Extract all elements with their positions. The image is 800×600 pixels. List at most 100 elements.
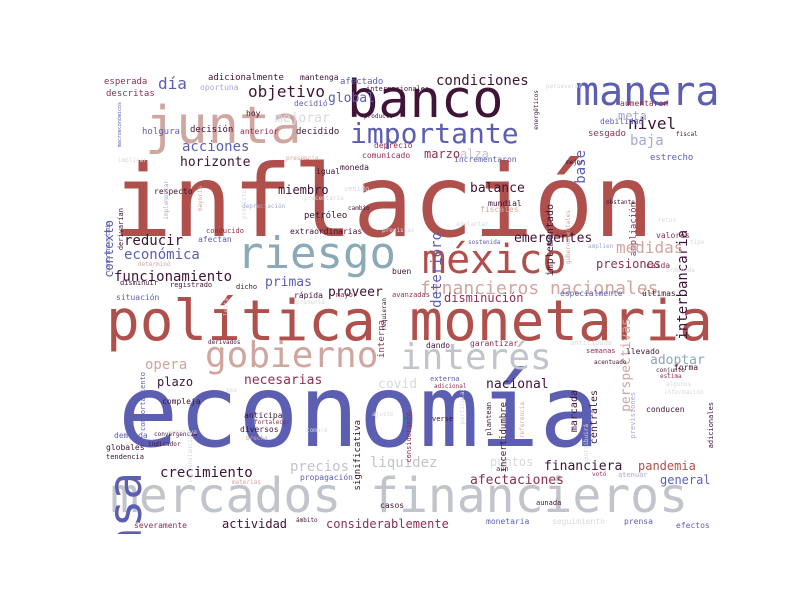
word-81: aumentaron: [620, 99, 669, 108]
word-94: especialmente: [560, 289, 623, 298]
word-144: plantean: [485, 402, 493, 436]
word-72: decidió: [294, 99, 328, 108]
word-77: comunicado: [362, 151, 411, 160]
word-118: demanda: [114, 431, 148, 440]
word-74: decisión: [190, 125, 234, 135]
word-159: depreciación: [242, 203, 286, 210]
word-115: externa: [430, 375, 460, 383]
word-83: estrecho: [650, 153, 694, 163]
word-136: derivarían: [117, 208, 125, 251]
word-131: votó: [592, 471, 607, 478]
word-7: riesgo: [237, 228, 396, 279]
word-141: determinó: [138, 261, 171, 268]
word-43: miembro: [278, 183, 329, 197]
word-76: decidido: [296, 127, 340, 137]
word-70: descritas: [106, 89, 155, 99]
word-0: inflación: [112, 143, 654, 260]
word-75: anterior: [240, 127, 279, 136]
word-134: comportamiento: [139, 372, 147, 432]
word-175: ajuste: [372, 411, 394, 418]
word-34: medidas: [616, 238, 684, 257]
word-cloud: inflación economía política monetaria merca…: [100, 72, 720, 534]
word-162: implementar: [163, 180, 170, 220]
word-143: referencia: [519, 402, 526, 439]
word-8: méxico: [422, 237, 567, 283]
word-126: monetaria: [486, 517, 530, 526]
word-120: globales: [106, 443, 145, 452]
word-135: contrarrestado: [105, 222, 112, 273]
word-31: deterioro: [429, 232, 445, 308]
word-11: interés: [400, 337, 552, 378]
word-54: puntos: [490, 455, 534, 469]
word-14: financieros nacionales: [420, 278, 659, 299]
word-16: global: [328, 91, 375, 106]
word-53: liquidez: [370, 455, 438, 471]
word-4: banco: [347, 72, 504, 130]
word-39: funcionamiento: [114, 269, 233, 285]
word-121: tendencia: [106, 453, 144, 461]
word-18: mejorar: [275, 111, 330, 126]
word-25: base: [573, 150, 589, 184]
word-42: disminución: [444, 291, 524, 305]
word-123: casos: [380, 501, 405, 510]
word-97: disminuir: [120, 279, 158, 287]
word-146: tomará: [306, 427, 328, 434]
word-119: convergencia: [154, 431, 198, 438]
word-155: sostenida: [468, 239, 501, 246]
word-110: forma: [674, 363, 699, 372]
word-100: situación: [116, 293, 160, 302]
word-142: previsiones: [629, 392, 637, 439]
word-2: política monetaria: [106, 289, 713, 354]
word-114: anticipa: [244, 411, 283, 420]
word-129: efectos: [676, 521, 710, 530]
word-170: gubernamentales: [565, 210, 572, 265]
word-117: conducen: [646, 405, 685, 414]
word-68: mantenga: [300, 73, 339, 82]
word-38: crecimiento: [160, 465, 253, 481]
word-80: sesgado: [588, 129, 626, 139]
word-185: circunstancias: [187, 432, 194, 483]
word-91: caída: [646, 261, 671, 270]
word-89: extraordinarias: [290, 227, 363, 236]
word-55: financiera: [544, 459, 623, 474]
word-102: mayor: [336, 291, 358, 299]
word-3: mercados financieros: [110, 468, 688, 524]
word-36: reducir: [124, 233, 184, 249]
word-96: conducido: [206, 227, 244, 235]
word-138: adelantar: [456, 221, 489, 228]
word-160: previsto: [241, 190, 248, 219]
word-158: venido: [344, 185, 370, 193]
word-153: anticipada: [570, 339, 613, 347]
word-157: cambio: [348, 205, 370, 212]
word-98: registrado: [170, 281, 213, 289]
word-79: depreció: [374, 141, 413, 150]
word-172: retos: [658, 217, 677, 224]
word-37: económica: [124, 247, 200, 263]
word-82: debilidad: [600, 117, 644, 126]
word-85: respecto: [154, 187, 193, 196]
word-44: petróleo: [304, 211, 348, 221]
word-164: hoy: [246, 109, 261, 118]
word-139: fiscales: [480, 205, 519, 214]
word-181: contribuirá: [583, 424, 590, 464]
word-167: macroeconómicos: [117, 102, 123, 148]
word-125: severamente: [134, 521, 187, 530]
word-23: alza: [460, 147, 489, 161]
word-128: prensa: [624, 517, 653, 526]
word-156: presencia: [286, 155, 319, 162]
word-1: economía: [118, 353, 600, 470]
word-93: últimas: [642, 289, 676, 298]
word-163: implicar: [118, 157, 147, 164]
word-154: derivados: [208, 339, 241, 346]
word-168: energéticos: [533, 90, 540, 130]
word-41: proveer: [328, 285, 383, 300]
word-78: incrementaron: [454, 155, 517, 164]
word-104: requieran: [381, 298, 388, 331]
word-173: tipo: [690, 239, 705, 246]
word-105: dando: [426, 341, 451, 350]
word-107: llevado: [626, 347, 660, 356]
word-111: estima: [660, 373, 682, 380]
word-187: precentaria: [304, 195, 344, 202]
word-49: nacional: [486, 377, 549, 392]
word-177: particular: [459, 388, 466, 425]
